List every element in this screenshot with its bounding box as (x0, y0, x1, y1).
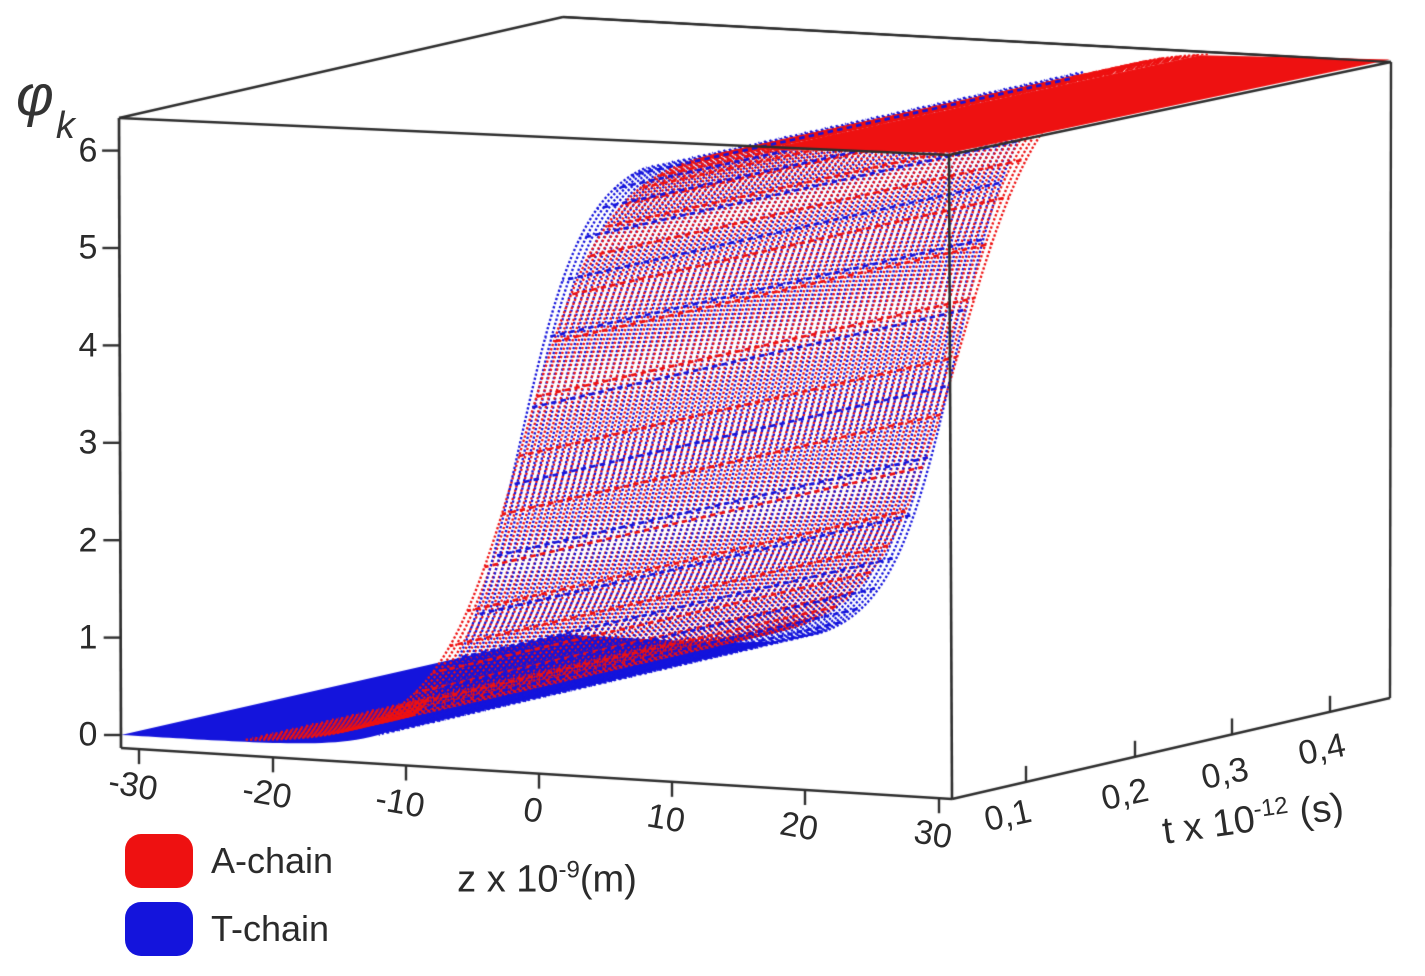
phi-tick-label: 5 (78, 228, 98, 267)
z-tick-label: 20 (777, 804, 822, 849)
a-chain-legend-label: A-chain (211, 839, 334, 881)
phi-subscript: k (55, 104, 75, 147)
phi-symbol: φ (16, 63, 54, 128)
a-chain-legend-swatch (125, 833, 193, 888)
phi-axis-title: φk (16, 62, 75, 147)
phi-tick-label: 4 (78, 326, 98, 365)
phi-tick-label: 1 (78, 618, 98, 657)
phi-tick-label: 3 (78, 423, 98, 462)
z-tick-label: -10 (372, 779, 428, 826)
legend-item-t-chain: T-chain (125, 901, 333, 956)
t-chain-legend-swatch (125, 901, 193, 956)
legend: A-chain T-chain (125, 833, 333, 969)
phi-tick-label: 2 (78, 521, 98, 560)
z-axis-title: z x 10-9(m) (457, 856, 637, 901)
z-tick-label: 10 (644, 796, 689, 841)
phi-tick-label: 0 (78, 715, 98, 754)
t-chain-legend-label: T-chain (211, 907, 330, 949)
legend-item-a-chain: A-chain (125, 833, 333, 888)
phi-tick-label: 6 (78, 131, 98, 170)
z-tick-label: -30 (105, 762, 161, 809)
z-tick-label: 30 (911, 812, 956, 857)
z-tick-label: -20 (239, 770, 295, 817)
